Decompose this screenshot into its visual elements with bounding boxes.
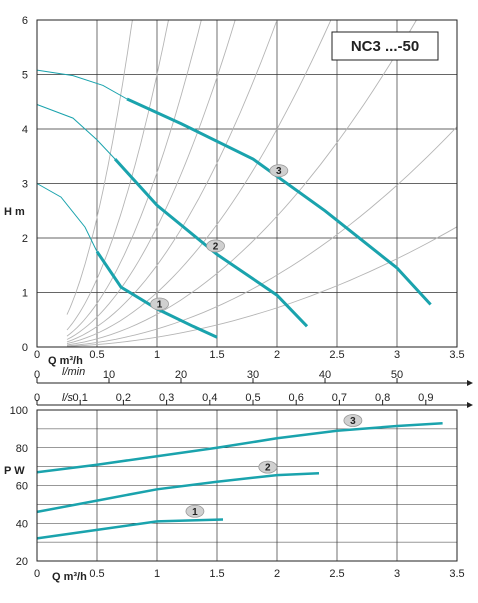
system-curve — [66, 19, 202, 337]
power-y-tick-label: 80 — [16, 443, 28, 455]
head-curve-1-thin — [36, 183, 98, 252]
head-curve-badge-1-bubble — [150, 297, 169, 311]
power-y-axis-label: P W — [4, 465, 25, 477]
power-y-tick-label: 40 — [16, 518, 28, 530]
head-y-axis-label: H m — [4, 206, 25, 218]
flow-axis-tick-label: 20 — [175, 369, 187, 381]
head-x-tick-label: 0 — [34, 349, 40, 361]
power-curve-badge-1-bubble — [185, 504, 205, 518]
power-x-tick-label: 3.5 — [449, 568, 464, 580]
power-plot-frame — [36, 409, 458, 562]
power-x-axis-label: Q m³/h — [52, 571, 87, 583]
head-y-tick-label: 1 — [22, 288, 28, 300]
head-curve-badge-2-bubble — [206, 239, 225, 253]
power-curve-2 — [36, 471, 320, 514]
head-curve-3-thin — [36, 69, 128, 100]
power-x-tick-label: 0 — [34, 568, 40, 580]
head-y-tick-label: 2 — [22, 233, 28, 245]
flow-axis-tick-label: 10 — [103, 369, 115, 381]
chart-title-box — [331, 31, 439, 61]
system-curve — [66, 126, 458, 347]
head-x-tick-label: 1.5 — [209, 349, 224, 361]
flow-axis-label: l/min — [62, 366, 85, 378]
system-curve — [66, 19, 236, 340]
power-y-tick-label: 60 — [16, 481, 28, 493]
flow-axis-tick-label: 0.7 — [332, 392, 347, 404]
flow-axis-tick-label: 0.8 — [375, 392, 390, 404]
flow-axis-arrow — [467, 402, 473, 408]
head-curve-badge-3-bubble — [269, 164, 289, 178]
flow-axis-tick-label: 0 — [34, 369, 40, 381]
system-curve — [66, 19, 332, 345]
flow-axis-tick-label: 0.4 — [202, 392, 217, 404]
flow-axis-tick-label: 30 — [247, 369, 259, 381]
power-x-tick-label: 1 — [154, 568, 160, 580]
power-curve-badge-2-bubble — [258, 460, 278, 474]
flow-axis-label: l/s — [62, 392, 74, 404]
chart-title: NC3 ...-50 — [351, 38, 419, 55]
power-curve-badge-2-label: 2 — [265, 463, 271, 474]
head-x-tick-label: 2 — [274, 349, 280, 361]
power-x-tick-label: 0.5 — [89, 568, 104, 580]
flow-axis-tick-label: 0.2 — [116, 392, 131, 404]
head-x-tick-label: 3 — [394, 349, 400, 361]
power-x-tick-label: 3 — [394, 568, 400, 580]
head-y-tick-label: 4 — [22, 124, 28, 136]
head-curve-2-thin — [36, 104, 116, 160]
power-curve-1 — [36, 518, 224, 540]
power-curve-3 — [36, 421, 443, 474]
flow-axis-tick-label: 0.6 — [289, 392, 304, 404]
power-curve-badge-1-label: 1 — [192, 507, 198, 518]
head-curve-2 — [113, 157, 309, 328]
head-curve-badge-2-label: 2 — [213, 241, 219, 252]
head-curve-badge-1-label: 1 — [157, 299, 163, 310]
head-x-tick-label: 2.5 — [329, 349, 344, 361]
system-curve — [66, 19, 133, 315]
system-curve — [66, 226, 458, 347]
head-x-axis-label: Q m³/h — [48, 355, 83, 367]
system-curve — [66, 19, 278, 343]
head-x-tick-label: 3.5 — [449, 349, 464, 361]
system-curve — [66, 19, 417, 346]
flow-axis-tick-label: 40 — [319, 369, 331, 381]
head-y-tick-label: 5 — [22, 70, 28, 82]
flow-axis-tick-label: 0.9 — [418, 392, 433, 404]
power-x-tick-label: 1.5 — [209, 568, 224, 580]
head-y-tick-label: 3 — [22, 179, 28, 191]
head-y-tick-label: 0 — [22, 342, 28, 354]
power-y-tick-label: 100 — [10, 405, 28, 417]
flow-axis-tick-label: 0.5 — [245, 392, 260, 404]
power-x-tick-label: 2.5 — [329, 568, 344, 580]
flow-axis-tick-label: 0.1 — [73, 392, 88, 404]
head-plot-frame — [36, 19, 458, 348]
head-curve-3 — [126, 97, 432, 306]
flow-axis-tick-label: 50 — [391, 369, 403, 381]
flow-axis-arrow — [467, 380, 473, 386]
flow-axis-tick-label: 0.3 — [159, 392, 174, 404]
power-y-tick-label: 20 — [16, 556, 28, 568]
head-curve-badge-3-label: 3 — [276, 166, 282, 177]
power-curve-badge-3-label: 3 — [350, 416, 356, 427]
head-x-tick-label: 1 — [154, 349, 160, 361]
flow-axis-tick-label: 0 — [34, 392, 40, 404]
power-curve-badge-3-bubble — [343, 414, 363, 427]
head-x-tick-label: 0.5 — [89, 349, 104, 361]
head-y-tick-label: 6 — [22, 15, 28, 27]
power-x-tick-label: 2 — [274, 568, 280, 580]
system-curve — [66, 19, 169, 331]
